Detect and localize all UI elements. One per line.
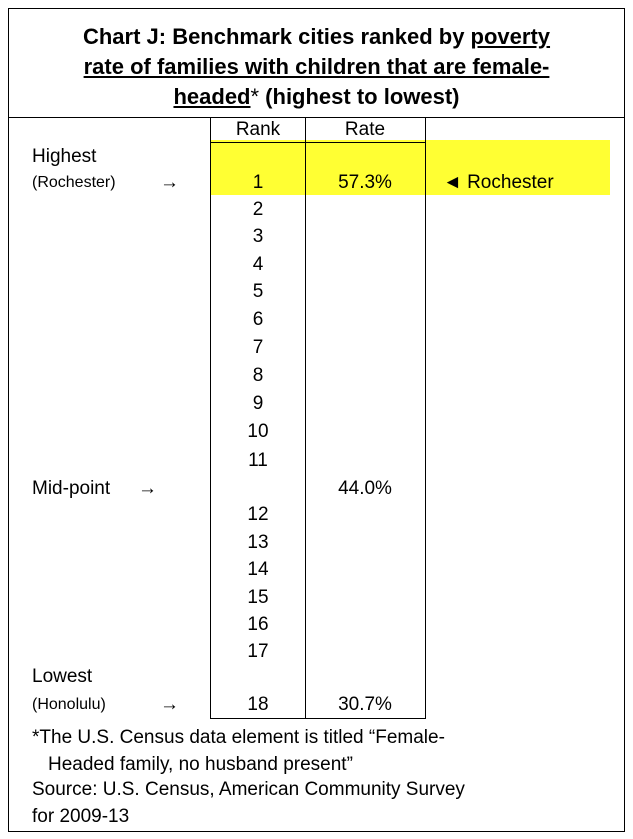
title-text: (highest to lowest)	[259, 84, 460, 109]
rank: 5	[252, 281, 264, 302]
title-line: rate of families with children that are …	[0, 54, 633, 80]
rank: 8	[252, 365, 264, 386]
title-text: headed	[173, 84, 251, 109]
rank: 4	[252, 254, 264, 275]
rank: 16	[247, 614, 269, 635]
footnote: Source: U.S. Census, American Community …	[32, 779, 465, 800]
header-rule	[210, 142, 426, 143]
rank: 2	[252, 199, 264, 220]
rank: 17	[247, 641, 269, 662]
footnote: *The U.S. Census data element is titled …	[32, 727, 445, 748]
rank: 13	[247, 532, 269, 553]
col-line	[210, 117, 211, 719]
rank: 9	[252, 393, 264, 414]
rate: 44.0%	[338, 478, 392, 499]
title-text: rate of families with children that are …	[83, 54, 550, 79]
column-header: Rate	[344, 119, 386, 140]
rank: 15	[247, 587, 269, 608]
col-line	[425, 117, 426, 719]
arrow: →	[160, 694, 179, 715]
rank: 7	[252, 337, 264, 358]
row-label: Lowest	[32, 666, 93, 687]
arrow: →	[160, 172, 179, 193]
footnote: Headed family, no husband present”	[48, 754, 353, 775]
table-bottom	[210, 718, 426, 719]
rank: 3	[252, 226, 264, 247]
rank: 10	[247, 421, 269, 442]
rank: 12	[247, 504, 269, 525]
row-city: (Honolulu)	[32, 696, 106, 713]
rank: 11	[248, 450, 268, 471]
frame	[8, 8, 625, 832]
col-line	[305, 117, 306, 719]
rate: 30.7%	[338, 694, 392, 715]
title-text: Chart J: Benchmark cities ranked by	[82, 24, 471, 49]
title-text: poverty	[470, 24, 551, 49]
footnote: for 2009-13	[32, 806, 130, 827]
arrow: →	[138, 478, 157, 499]
title-line: headed* (highest to lowest)	[0, 84, 633, 110]
note: ◄ Rochester	[443, 172, 554, 193]
title-text: *	[250, 84, 260, 109]
row-city: (Rochester)	[32, 174, 116, 191]
rank: 18	[247, 694, 269, 715]
rank: 6	[252, 309, 264, 330]
rank: 14	[247, 559, 269, 580]
row-label: Mid-point	[32, 478, 111, 499]
column-header: Rank	[235, 119, 281, 140]
highlight	[210, 140, 610, 195]
rank: 1	[252, 172, 264, 193]
rate: 57.3%	[338, 172, 392, 193]
row-label: Highest	[32, 146, 97, 167]
title-line: Chart J: Benchmark cities ranked by pove…	[0, 24, 633, 50]
title-rule	[8, 117, 625, 118]
